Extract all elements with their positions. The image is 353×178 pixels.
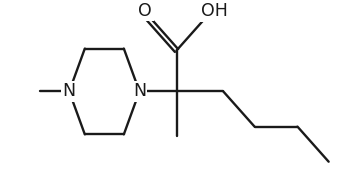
Text: O: O: [138, 2, 152, 20]
Text: N: N: [133, 82, 146, 100]
Text: OH: OH: [201, 2, 228, 20]
Text: N: N: [62, 82, 76, 100]
